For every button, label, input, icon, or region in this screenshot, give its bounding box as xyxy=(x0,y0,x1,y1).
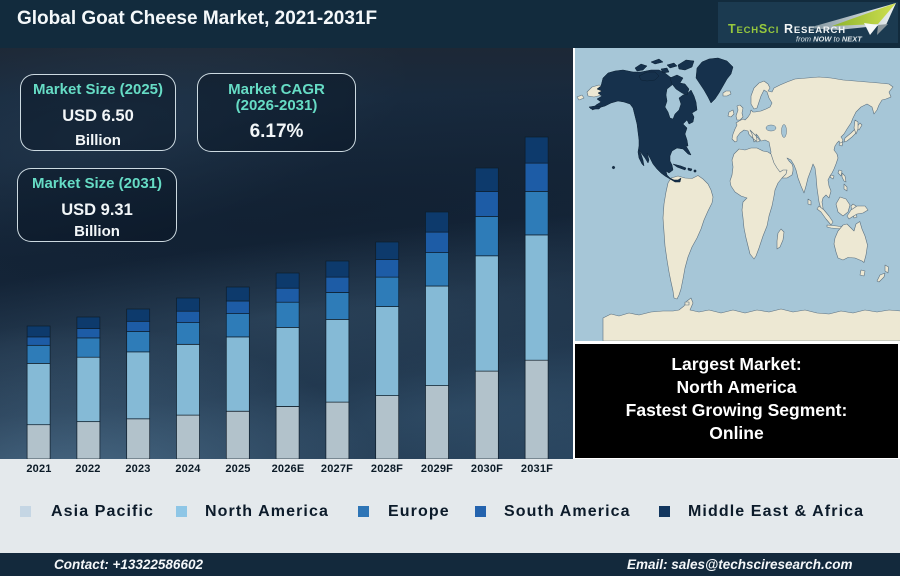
svg-text:RESEARCH: RESEARCH xyxy=(784,22,846,36)
svg-text:TECHSCI: TECHSCI xyxy=(728,22,779,36)
svg-text:from NOW to NEXT: from NOW to NEXT xyxy=(796,35,863,44)
